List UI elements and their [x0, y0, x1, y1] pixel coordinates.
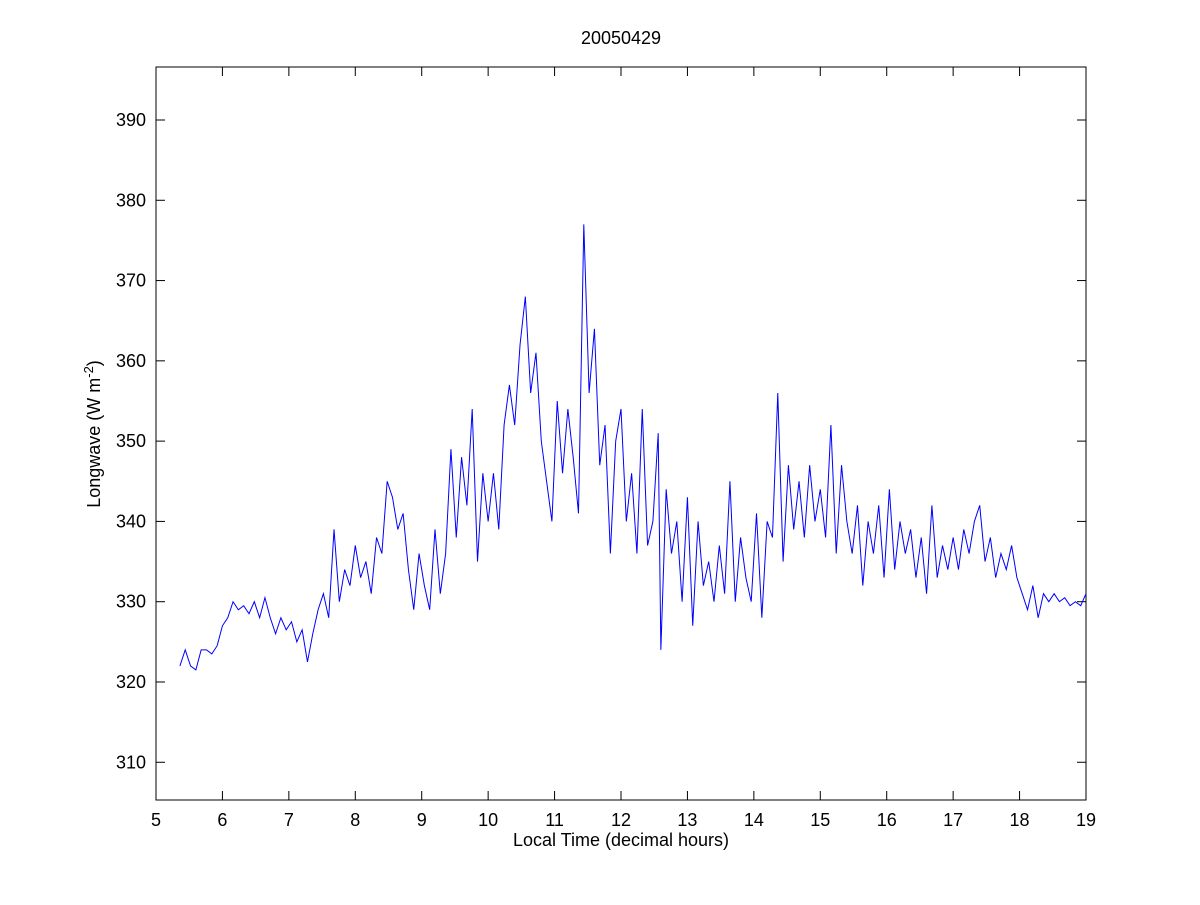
x-tick-label: 19 — [1076, 810, 1096, 830]
y-tick-label: 390 — [116, 110, 146, 130]
y-tick-label: 370 — [116, 271, 146, 291]
x-tick-label: 12 — [611, 810, 631, 830]
x-tick-label: 11 — [545, 810, 564, 830]
y-tick-label: 320 — [116, 672, 146, 692]
x-tick-label: 7 — [284, 810, 294, 830]
y-tick-label: 330 — [116, 592, 146, 612]
y-label-sup: -2 — [81, 366, 96, 378]
y-axis-label: Longwave (W m-2) — [81, 360, 104, 508]
x-tick-label: 16 — [877, 810, 897, 830]
plot-frame — [155, 66, 1087, 801]
x-tick-label: 9 — [417, 810, 427, 830]
x-tick-label: 6 — [217, 810, 227, 830]
y-tick-label: 350 — [116, 431, 146, 451]
y-label-suffix: ) — [84, 360, 104, 366]
data-line — [179, 224, 1087, 671]
y-tick-label: 340 — [116, 511, 146, 531]
y-label-text: Longwave (W m — [84, 378, 104, 508]
x-tick-label: 17 — [943, 810, 963, 830]
y-tick-label: 310 — [116, 752, 146, 772]
x-tick-label: 14 — [744, 810, 764, 830]
x-axis-label: Local Time (decimal hours) — [513, 830, 729, 850]
y-tick-label: 380 — [116, 190, 146, 210]
x-tick-label: 13 — [677, 810, 697, 830]
x-tick-label: 8 — [350, 810, 360, 830]
x-tick-label: 15 — [810, 810, 830, 830]
chart-title: 20050429 — [581, 28, 661, 48]
x-tick-label: 18 — [1010, 810, 1030, 830]
x-tick-label: 10 — [478, 810, 498, 830]
x-tick-label: 5 — [151, 810, 161, 830]
y-tick-label: 360 — [116, 351, 146, 371]
